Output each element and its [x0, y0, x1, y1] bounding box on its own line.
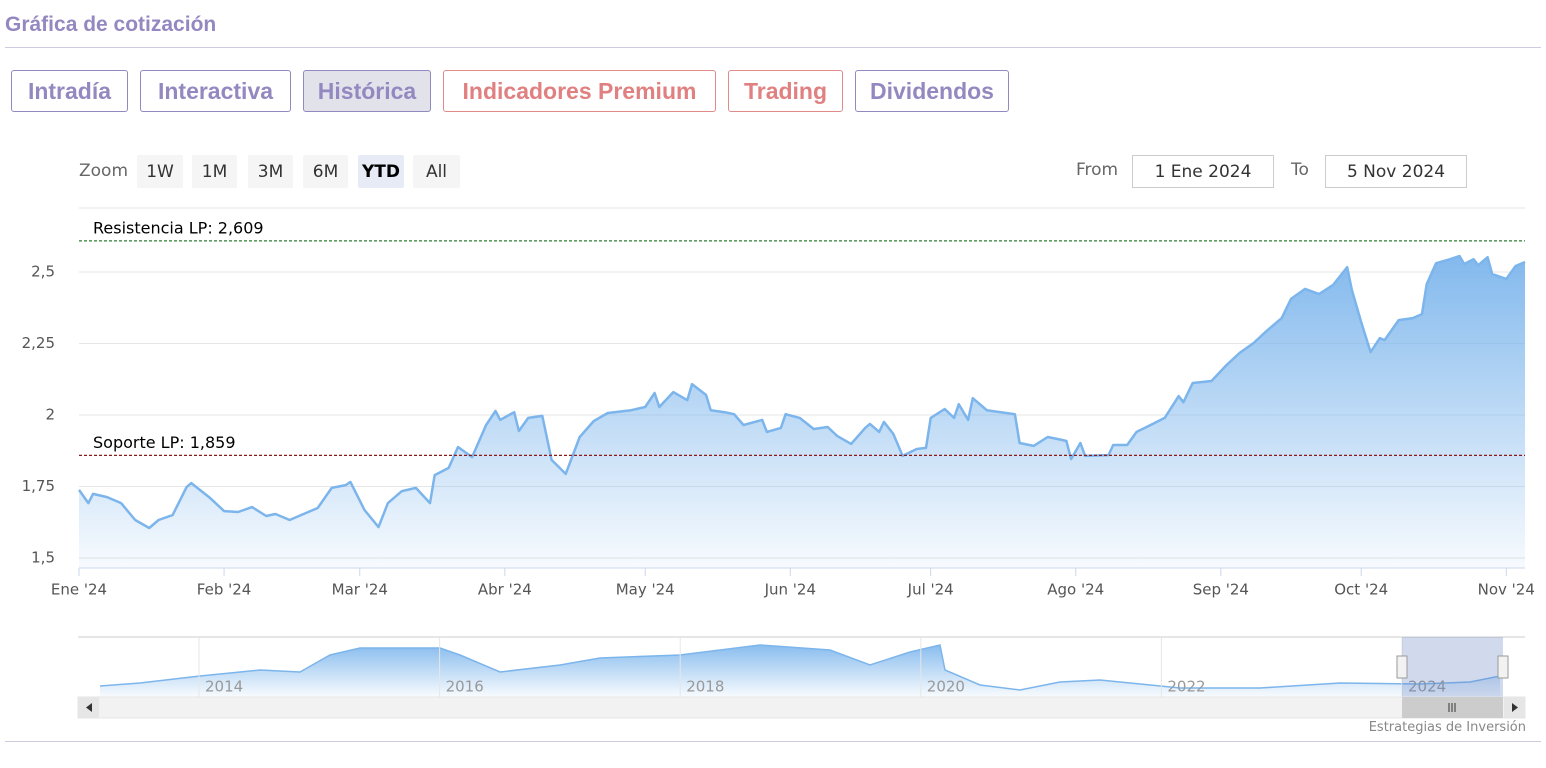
navigator-years: 2014 2016 2018 2020 2022 2024 [198, 637, 1446, 697]
zoom-button[interactable]: 1W [137, 155, 183, 188]
x-tick-label: May '24 [616, 581, 675, 599]
x-tick-label: Ene '24 [51, 581, 107, 599]
zoom-button[interactable]: YTD [358, 155, 404, 188]
tab[interactable]: Histórica [303, 70, 431, 112]
footer-rule [5, 741, 1541, 742]
x-tick-label: Nov '24 [1478, 581, 1535, 599]
page-title: Gráfica de cotización [5, 13, 217, 36]
navigator-line [99, 644, 1501, 691]
zoom-label: Zoom [79, 161, 129, 181]
plot-line-label: Resistencia LP: 2,609 [93, 218, 264, 237]
price-line [77, 254, 1526, 530]
navigator-year: 2018 [686, 678, 724, 696]
tab[interactable]: Indicadores Premium [443, 70, 716, 112]
navigator-handle-right[interactable] [1497, 655, 1509, 679]
from-label: From [1076, 160, 1119, 180]
y-tick-label: 1,5 [31, 548, 55, 566]
tab[interactable]: Interactiva [140, 70, 291, 112]
x-tick-label: Jul '24 [907, 581, 954, 599]
header-rule [5, 47, 1541, 48]
scrollbar-left-arrow [86, 703, 92, 712]
scrollbar-grip [1448, 703, 1456, 712]
plot-line-label: Soporte LP: 1,859 [93, 433, 236, 452]
navigator: 2014 2016 2018 2020 2022 2024 [77, 636, 1526, 719]
x-tick-label: Sep '24 [1193, 581, 1249, 599]
credit: Estrategias de Inversión [1368, 720, 1526, 735]
to-label: To [1291, 160, 1309, 180]
x-tick-label: Abr '24 [478, 581, 532, 599]
navigator-year: 2020 [927, 678, 965, 696]
area-fill [79, 256, 1525, 568]
navigator-year: 2016 [446, 678, 484, 696]
x-tick-label: Feb '24 [197, 581, 252, 599]
scrollbar-track[interactable] [77, 696, 1526, 719]
to-input[interactable]: 5 Nov 2024 [1325, 155, 1467, 188]
scrollbar-right-arrow [1512, 703, 1518, 712]
tab[interactable]: Intradía [11, 70, 128, 112]
tab[interactable]: Dividendos [855, 70, 1009, 112]
x-tick-label: Oct '24 [1334, 581, 1388, 599]
y-tick-label: 1,75 [22, 477, 55, 495]
navigator-handle-left[interactable] [1396, 655, 1408, 679]
navigator-year: 2014 [205, 678, 243, 696]
navigator-area [100, 645, 1500, 697]
zoom-button[interactable]: 6M [303, 155, 348, 188]
navigator-mask[interactable] [1402, 637, 1503, 697]
zoom-button[interactable]: 1M [192, 155, 237, 188]
y-tick-label: 2 [45, 406, 55, 424]
zoom-button[interactable]: All [413, 155, 460, 188]
zoom-button[interactable]: 3M [248, 155, 293, 188]
y-tick-label: 2,25 [22, 334, 55, 352]
navigator-year: 2022 [1167, 678, 1205, 696]
from-input[interactable]: 1 Ene 2024 [1132, 155, 1274, 188]
x-tick-label: Ago '24 [1047, 581, 1104, 599]
tab[interactable]: Trading [728, 70, 843, 112]
plot-area: 1,5 1,75 2 2,25 2,5 Ene '24 Feb '24 Mar '24 Abr … [22, 218, 1535, 598]
x-tick-label: Mar '24 [332, 581, 388, 599]
navigator-year: 2024 [1408, 678, 1446, 696]
y-tick-label: 2,5 [31, 263, 55, 281]
x-tick-label: Jun '24 [764, 581, 816, 599]
